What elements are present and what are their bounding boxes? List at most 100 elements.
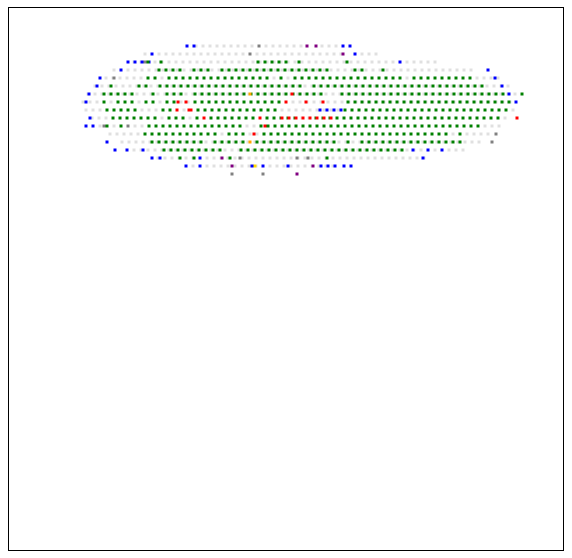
data-point bbox=[410, 84, 414, 88]
data-point bbox=[413, 124, 417, 128]
data-point bbox=[119, 108, 123, 112]
data-point bbox=[195, 76, 199, 80]
data-point bbox=[398, 76, 402, 80]
data-point bbox=[142, 92, 146, 96]
data-point bbox=[263, 92, 267, 96]
data-point bbox=[262, 52, 266, 56]
data-point bbox=[207, 92, 211, 96]
data-point bbox=[240, 156, 244, 160]
data-point bbox=[213, 140, 217, 144]
data-point bbox=[163, 84, 167, 88]
data-point bbox=[271, 44, 275, 48]
data-point bbox=[137, 84, 141, 88]
data-point bbox=[237, 148, 241, 152]
data-point bbox=[283, 132, 287, 136]
data-point bbox=[294, 124, 298, 128]
data-point bbox=[194, 44, 198, 48]
data-point bbox=[230, 60, 234, 64]
data-point bbox=[338, 156, 342, 160]
data-point bbox=[310, 84, 314, 88]
data-point bbox=[478, 84, 482, 88]
data-point bbox=[415, 84, 419, 88]
data-point bbox=[445, 92, 449, 96]
data-point bbox=[475, 116, 479, 120]
data-point bbox=[252, 124, 256, 128]
data-point bbox=[422, 84, 426, 88]
data-point bbox=[395, 140, 399, 144]
data-point bbox=[391, 148, 395, 152]
data-point bbox=[241, 52, 245, 56]
data-point bbox=[380, 156, 384, 160]
data-point bbox=[371, 124, 375, 128]
data-point bbox=[468, 76, 472, 80]
data-point bbox=[204, 148, 208, 152]
data-point bbox=[406, 124, 410, 128]
data-point bbox=[196, 68, 200, 72]
data-point bbox=[252, 68, 256, 72]
data-point bbox=[480, 84, 484, 88]
data-point bbox=[248, 68, 252, 72]
data-point bbox=[295, 140, 299, 144]
data-point bbox=[434, 108, 438, 112]
data-point bbox=[191, 92, 195, 96]
data-point bbox=[102, 92, 106, 96]
data-point bbox=[233, 164, 237, 168]
data-point bbox=[452, 92, 456, 96]
data-point bbox=[416, 132, 420, 136]
data-point bbox=[494, 132, 498, 136]
data-point bbox=[116, 92, 120, 96]
data-point bbox=[312, 100, 316, 104]
data-point bbox=[206, 68, 210, 72]
data-point bbox=[396, 84, 400, 88]
data-point bbox=[321, 148, 325, 152]
data-point bbox=[161, 108, 165, 112]
data-point bbox=[403, 84, 407, 88]
data-point bbox=[259, 124, 263, 128]
data-point bbox=[216, 148, 220, 152]
data-point bbox=[223, 116, 227, 120]
data-point bbox=[293, 60, 297, 64]
data-point bbox=[449, 140, 453, 144]
data-point bbox=[202, 148, 206, 152]
data-point bbox=[98, 108, 102, 112]
data-point bbox=[507, 92, 511, 96]
data-point bbox=[394, 156, 398, 160]
data-point bbox=[388, 100, 392, 104]
data-point bbox=[189, 124, 193, 128]
data-point bbox=[258, 148, 262, 152]
data-point bbox=[126, 68, 130, 72]
data-point bbox=[256, 84, 260, 88]
data-point bbox=[246, 148, 250, 152]
data-point bbox=[255, 52, 259, 56]
data-point bbox=[134, 140, 138, 144]
data-point bbox=[308, 116, 312, 120]
data-point bbox=[196, 124, 200, 128]
data-point bbox=[342, 116, 346, 120]
data-point bbox=[346, 100, 350, 104]
data-point bbox=[287, 68, 291, 72]
data-point bbox=[260, 140, 264, 144]
data-point bbox=[296, 92, 300, 96]
data-point bbox=[374, 52, 378, 56]
data-point bbox=[322, 116, 326, 120]
data-point bbox=[499, 92, 503, 96]
data-point bbox=[288, 148, 292, 152]
data-point bbox=[359, 156, 363, 160]
data-point bbox=[210, 108, 214, 112]
data-point bbox=[335, 116, 339, 120]
data-point bbox=[387, 92, 391, 96]
data-point bbox=[187, 108, 191, 112]
data-point bbox=[119, 124, 123, 128]
data-point bbox=[147, 124, 151, 128]
data-point bbox=[415, 156, 419, 160]
data-point bbox=[402, 132, 406, 136]
data-point bbox=[231, 108, 235, 112]
data-point bbox=[394, 84, 398, 88]
data-point bbox=[387, 156, 391, 160]
data-point bbox=[253, 148, 257, 152]
data-point bbox=[231, 124, 235, 128]
data-point bbox=[171, 68, 175, 72]
data-point bbox=[87, 92, 91, 96]
